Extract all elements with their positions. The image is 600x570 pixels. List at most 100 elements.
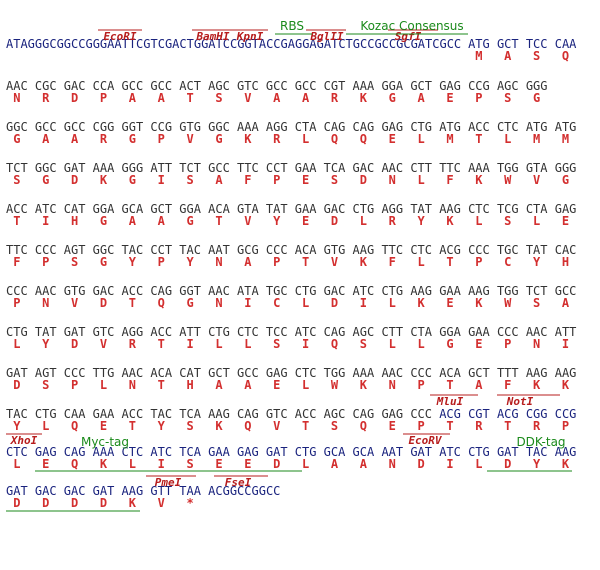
amino-acid: D (504, 457, 511, 471)
codon: CCA (93, 79, 115, 93)
codon: GAA (295, 202, 317, 216)
codon: TGG (497, 161, 519, 175)
codon: TAT (266, 202, 288, 216)
codon: CCC (6, 284, 28, 298)
codon: CTC (410, 243, 432, 257)
codon: AAT (381, 445, 403, 459)
amino-acid: G (100, 214, 107, 228)
codon: AAG (208, 407, 230, 421)
amino-acid: P (158, 132, 165, 146)
codon: CCT (150, 243, 172, 257)
amino-acid: Y (13, 419, 21, 433)
amino-acid: I (42, 214, 49, 228)
amino-acid: T (129, 419, 136, 433)
amino-acid: N (389, 173, 396, 187)
amino-acid: N (389, 457, 396, 471)
amino-acid: I (158, 173, 165, 187)
enzyme-label: EcoRV (408, 434, 442, 447)
codon: CTC (6, 445, 28, 459)
amino-acid: I (186, 337, 193, 351)
amino-acid: G (129, 132, 136, 146)
amino-acid: A (71, 132, 79, 146)
amino-acid: V (186, 132, 193, 146)
codon: CCC (468, 243, 490, 257)
codon: CGT (468, 407, 490, 421)
amino-acid: D (71, 337, 78, 351)
codon: TTC (439, 161, 461, 175)
codon: CTC (497, 120, 519, 134)
amino-acid: Q (331, 132, 338, 146)
amino-acid: E (244, 457, 251, 471)
enzyme-label: KpnI (236, 30, 264, 43)
amino-acid: L (13, 337, 20, 351)
codon: GTG (324, 243, 346, 257)
codon: TCA (179, 445, 201, 459)
codon: AAG (555, 366, 577, 380)
codon: CTG (468, 445, 490, 459)
amino-acid: Y (42, 337, 50, 351)
codon: TCC (526, 37, 548, 51)
codon: AAA (353, 366, 375, 380)
codon: TGG (324, 366, 346, 380)
codon: CTG (35, 407, 57, 421)
amino-acid: K (475, 173, 483, 187)
amino-acid: A (244, 378, 252, 392)
feature-label: Kozac Consensus (360, 19, 463, 33)
amino-acid: Y (186, 255, 194, 269)
amino-acid: L (42, 419, 49, 433)
amino-acid: Q (158, 296, 165, 310)
amino-acid: M (533, 132, 540, 146)
codon: GGC (35, 161, 57, 175)
codon: ACG (439, 407, 461, 421)
amino-acid: L (302, 457, 309, 471)
amino-acid: V (331, 255, 338, 269)
amino-acid: R (100, 132, 108, 146)
amino-acid: F (13, 255, 20, 269)
amino-acid: G (42, 173, 49, 187)
codon: GAC (324, 202, 346, 216)
codon: GCT (150, 202, 172, 216)
codon: CTG (295, 284, 317, 298)
codon: GGG (555, 161, 577, 175)
codon: ACG (439, 243, 461, 257)
codon: GAC (35, 484, 57, 498)
codon: AAG (353, 243, 375, 257)
amino-acid: F (504, 378, 511, 392)
amino-acid: D (360, 173, 367, 187)
amino-acid: P (273, 173, 280, 187)
codon: AAG (410, 284, 432, 298)
codon: ACC (122, 407, 144, 421)
codon: GCC (295, 79, 317, 93)
feature-label: RBS (280, 19, 304, 33)
amino-acid: N (215, 296, 222, 310)
amino-acid: K (100, 457, 108, 471)
amino-acid: L (533, 214, 540, 228)
amino-acid: A (244, 255, 252, 269)
amino-acid: D (71, 91, 78, 105)
codon: GCC (237, 366, 259, 380)
codon: AGT (35, 366, 57, 380)
amino-acid: A (215, 173, 223, 187)
codon: CTG (410, 120, 432, 134)
amino-acid: S (186, 173, 193, 187)
enzyme-label: BamHI (195, 30, 229, 43)
amino-acid: H (562, 255, 569, 269)
codon: GCT (468, 366, 490, 380)
amino-acid: E (389, 132, 396, 146)
amino-acid: T (446, 378, 453, 392)
amino-acid: P (562, 419, 569, 433)
codon: GAA (468, 325, 490, 339)
codon: ATC (35, 202, 57, 216)
amino-acid: N (42, 296, 49, 310)
amino-acid: S (504, 91, 511, 105)
codon: TTT (497, 366, 519, 380)
amino-acid: A (475, 378, 483, 392)
codon: TAC (6, 407, 28, 421)
amino-acid: L (418, 132, 425, 146)
codon: CGG (526, 407, 548, 421)
amino-acid: E (475, 337, 482, 351)
codon: ATT (179, 325, 201, 339)
codon: GCA (324, 445, 346, 459)
codon: CTG (353, 202, 375, 216)
